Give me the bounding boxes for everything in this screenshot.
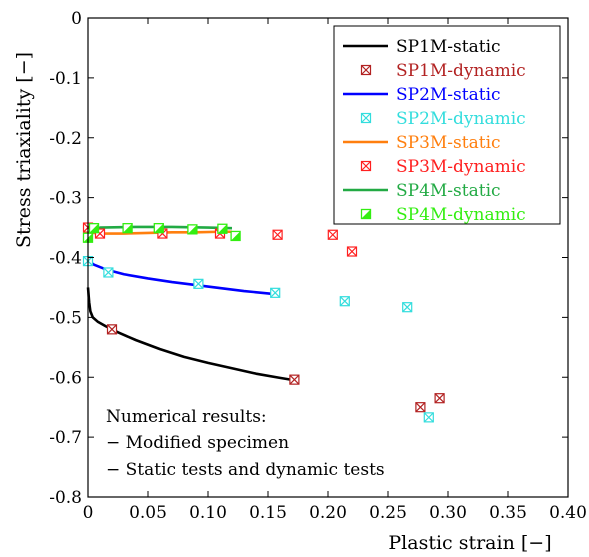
x-tick-label: 0 bbox=[83, 503, 94, 523]
data-point-sp4m-dynamic bbox=[217, 223, 228, 234]
data-point-sp2m-dynamic bbox=[423, 412, 434, 423]
legend-entry-sp2m-dynamic: SP2M-dynamic bbox=[360, 109, 526, 129]
legend-swatch-marker bbox=[360, 64, 372, 76]
data-point-sp4m-dynamic bbox=[187, 224, 198, 235]
data-point-sp1m-dynamic bbox=[415, 402, 426, 413]
series-line-sp1m-static bbox=[86, 287, 295, 382]
data-point-sp3m-dynamic bbox=[272, 229, 283, 240]
y-tick-label: -0.5 bbox=[49, 308, 82, 328]
x-tick-label: 0.15 bbox=[249, 503, 287, 523]
y-tick-label: -0.4 bbox=[49, 249, 82, 269]
legend-label: SP1M-static bbox=[396, 37, 501, 57]
legend-swatch-marker bbox=[360, 112, 372, 124]
legend-entry-sp4m-static: SP4M-static bbox=[343, 181, 501, 201]
legend-label: SP4M-static bbox=[396, 181, 501, 201]
legend-label: SP4M-dynamic bbox=[396, 205, 526, 225]
data-point-sp1m-dynamic bbox=[106, 324, 118, 335]
legend-entry-sp1m-dynamic: SP1M-dynamic bbox=[360, 61, 526, 81]
data-point-sp4m-dynamic bbox=[153, 223, 164, 234]
annotation-line-2: − Modified specimen bbox=[106, 433, 289, 453]
data-point-sp3m-dynamic bbox=[327, 229, 338, 240]
legend-label: SP2M-static bbox=[396, 85, 501, 105]
data-point-sp4m-dynamic bbox=[230, 230, 241, 242]
annotation-box: Numerical results: − Modified specimen −… bbox=[100, 400, 385, 488]
data-point-sp3m-dynamic bbox=[346, 246, 358, 257]
x-tick-label: 0.40 bbox=[549, 503, 587, 523]
legend-swatch-marker bbox=[360, 208, 372, 220]
data-point-sp1m-dynamic bbox=[289, 374, 300, 385]
y-tick-label: -0.2 bbox=[49, 129, 82, 149]
y-tick-label: 0 bbox=[71, 9, 82, 29]
legend-label: SP3M-dynamic bbox=[396, 157, 526, 177]
annotation-line-1: Numerical results: bbox=[106, 407, 267, 427]
x-axis-label: Plastic strain [−] bbox=[388, 532, 551, 554]
y-tick-label: -0.8 bbox=[49, 488, 82, 508]
annotation-line-3: − Static tests and dynamic tests bbox=[106, 460, 385, 480]
x-tick-label: 0.20 bbox=[309, 503, 347, 523]
legend-entry-sp3m-dynamic: SP3M-dynamic bbox=[360, 157, 526, 177]
data-point-sp1m-dynamic bbox=[434, 393, 445, 404]
legend-label: SP1M-dynamic bbox=[396, 61, 526, 81]
x-tick-label: 0.35 bbox=[489, 503, 527, 523]
data-point-sp4m-dynamic bbox=[122, 223, 133, 234]
ticks-layer: 0 0.05 0.10 0.15 0.20 0.25 0.30 0.35 0.40 0 -0.1 -0… bbox=[49, 9, 587, 523]
y-tick-label: -0.1 bbox=[49, 69, 82, 89]
y-tick-label: -0.6 bbox=[49, 368, 82, 388]
data-point-sp2m-dynamic bbox=[270, 287, 281, 298]
legend: SP1M-static SP1M-dynamic SP2M-static SP2M-d… bbox=[333, 25, 561, 225]
legend-entry-sp2m-static: SP2M-static bbox=[343, 85, 501, 105]
legend-entry-sp4m-dynamic: SP4M-dynamic bbox=[360, 205, 526, 225]
legend-label: SP3M-static bbox=[396, 133, 501, 153]
x-tick-label: 0.30 bbox=[429, 503, 467, 523]
x-tick-label: 0.05 bbox=[129, 503, 167, 523]
y-tick-label: -0.3 bbox=[49, 189, 82, 209]
y-axis-label: Stress triaxiality [−] bbox=[13, 52, 35, 248]
data-point-sp2m-dynamic bbox=[193, 278, 204, 289]
data-point-sp2m-dynamic bbox=[402, 302, 413, 313]
y-tick-label: -0.7 bbox=[49, 428, 82, 448]
annotation-background bbox=[100, 400, 340, 488]
x-tick-label: 0.25 bbox=[369, 503, 407, 523]
x-tick-label: 0.10 bbox=[189, 503, 227, 523]
legend-entry-sp1m-static: SP1M-static bbox=[343, 37, 501, 57]
legend-swatch-marker bbox=[360, 160, 372, 172]
data-point-sp4m-dynamic bbox=[88, 223, 100, 234]
legend-entries: SP1M-static SP1M-dynamic SP2M-static SP2M-d… bbox=[343, 37, 526, 225]
series-line-sp2m-static bbox=[87, 259, 275, 296]
legend-label: SP2M-dynamic bbox=[396, 109, 526, 129]
data-point-sp2m-dynamic bbox=[103, 267, 114, 278]
legend-entry-sp3m-static: SP3M-static bbox=[343, 133, 501, 153]
data-point-sp2m-dynamic bbox=[339, 296, 350, 307]
